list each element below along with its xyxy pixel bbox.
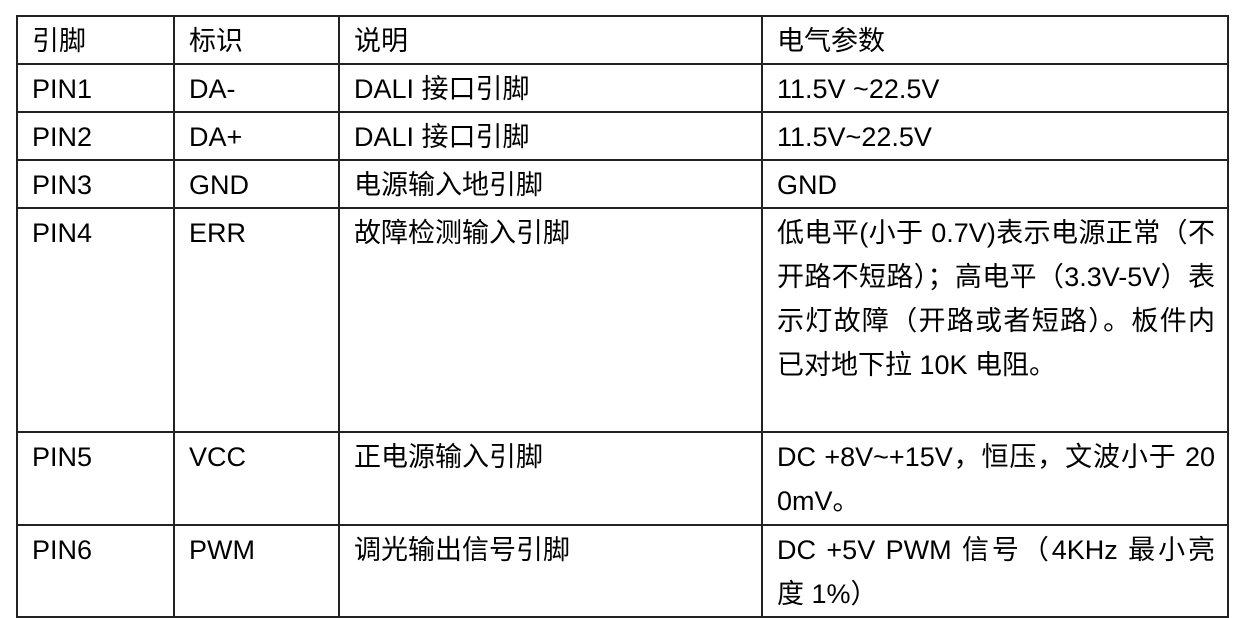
cell-spec: 低电平(小于 0.7V)表示电源正常（不开路不短路）；高电平（3.3V-5V）表… bbox=[761, 207, 1229, 433]
cell-desc: DALI 接口引脚 bbox=[338, 63, 763, 113]
cell-desc: 故障检测输入引脚 bbox=[338, 207, 763, 433]
pin-table: 引脚 标识 说明 电气参数 PIN1 DA- DALI 接口引脚 11.5V ~… bbox=[16, 15, 1229, 618]
header-id: 标识 bbox=[173, 15, 340, 65]
cell-desc: 电源输入地引脚 bbox=[338, 159, 763, 209]
cell-desc: 正电源输入引脚 bbox=[338, 431, 763, 526]
table-row: PIN2 DA+ DALI 接口引脚 11.5V~22.5V bbox=[16, 111, 1229, 161]
table-row: PIN3 GND 电源输入地引脚 GND bbox=[16, 159, 1229, 209]
cell-id: VCC bbox=[173, 431, 340, 526]
table-row: PIN4 ERR 故障检测输入引脚 低电平(小于 0.7V)表示电源正常（不开路… bbox=[16, 207, 1229, 433]
cell-spec: 11.5V~22.5V bbox=[761, 111, 1229, 161]
cell-pin: PIN6 bbox=[16, 524, 175, 618]
table-row: PIN1 DA- DALI 接口引脚 11.5V ~22.5V bbox=[16, 63, 1229, 113]
cell-spec: DC +8V~+15V，恒压，文波小于 200mV。 bbox=[761, 431, 1229, 526]
cell-spec: GND bbox=[761, 159, 1229, 209]
header-row: 引脚 标识 说明 电气参数 bbox=[16, 15, 1229, 65]
header-desc: 说明 bbox=[338, 15, 763, 65]
cell-id: DA+ bbox=[173, 111, 340, 161]
cell-id: ERR bbox=[173, 207, 340, 433]
cell-id: GND bbox=[173, 159, 340, 209]
cell-id: PWM bbox=[173, 524, 340, 618]
header-spec: 电气参数 bbox=[761, 15, 1229, 65]
cell-desc: 调光输出信号引脚 bbox=[338, 524, 763, 618]
header-pin: 引脚 bbox=[16, 15, 175, 65]
cell-pin: PIN1 bbox=[16, 63, 175, 113]
cell-spec: DC +5V PWM 信号（4KHz 最小亮度 1%） bbox=[761, 524, 1229, 618]
cell-pin: PIN2 bbox=[16, 111, 175, 161]
cell-pin: PIN4 bbox=[16, 207, 175, 433]
cell-id: DA- bbox=[173, 63, 340, 113]
cell-pin: PIN5 bbox=[16, 431, 175, 526]
cell-spec: 11.5V ~22.5V bbox=[761, 63, 1229, 113]
table-row: PIN6 PWM 调光输出信号引脚 DC +5V PWM 信号（4KHz 最小亮… bbox=[16, 524, 1229, 618]
table-row: PIN5 VCC 正电源输入引脚 DC +8V~+15V，恒压，文波小于 200… bbox=[16, 431, 1229, 526]
cell-pin: PIN3 bbox=[16, 159, 175, 209]
cell-desc: DALI 接口引脚 bbox=[338, 111, 763, 161]
